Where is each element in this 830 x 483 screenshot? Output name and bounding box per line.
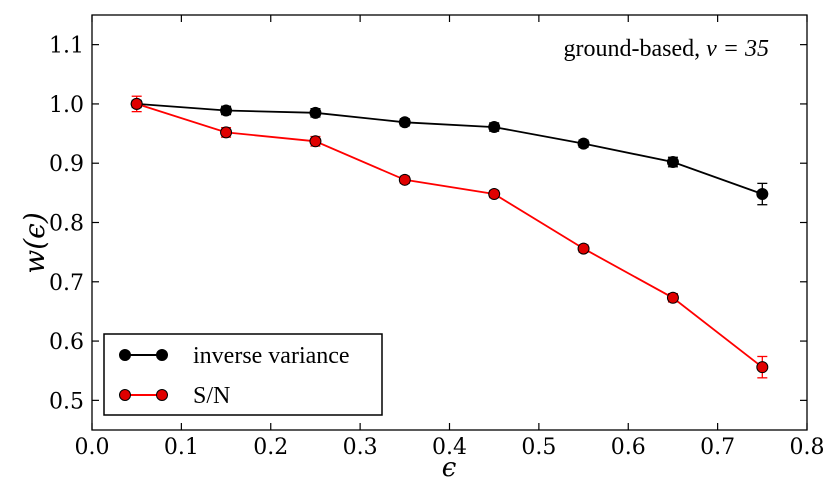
x-tick-label: 0.2 bbox=[253, 435, 288, 460]
series-layer bbox=[130, 95, 769, 379]
x-tick-label: 0.6 bbox=[611, 435, 646, 460]
x-tick-label: 0.3 bbox=[343, 435, 378, 460]
y-tick-label: 1.0 bbox=[49, 93, 84, 118]
series-inverse-variance bbox=[130, 97, 769, 206]
x-tick-label: 0.1 bbox=[164, 435, 199, 460]
legend-marker-inverse-variance-right bbox=[156, 349, 168, 361]
x-tick-label: 0.7 bbox=[700, 435, 735, 460]
series-line-inverse-variance bbox=[136, 103, 763, 195]
data-point-s-n bbox=[220, 126, 233, 139]
y-tick-label: 0.8 bbox=[49, 212, 84, 237]
legend: inverse variance S/N bbox=[103, 333, 383, 416]
data-point-s-n bbox=[309, 135, 322, 148]
data-point-s-n bbox=[577, 242, 590, 255]
y-tick-label: 1.1 bbox=[49, 34, 84, 59]
data-point-inverse-variance bbox=[220, 104, 233, 117]
legend-label-sn: S/N bbox=[193, 383, 230, 409]
series-s-n bbox=[130, 95, 769, 379]
annotation: ground-based, ν = 35 bbox=[564, 36, 770, 62]
x-tick-label: 0.8 bbox=[790, 435, 825, 460]
data-point-s-n bbox=[130, 97, 143, 110]
x-tick-label: 0.5 bbox=[521, 435, 556, 460]
legend-frame bbox=[103, 333, 383, 416]
annotation-math: ν = 35 bbox=[706, 36, 769, 62]
data-point-inverse-variance bbox=[666, 156, 679, 169]
y-tick-label: 0.6 bbox=[49, 330, 84, 355]
series-line-s-n bbox=[136, 103, 763, 368]
x-tick-label: 0.0 bbox=[75, 435, 110, 460]
axes: 0.0 0.1 0.2 0.3 0.4 0.5 0.6 0.7 0.8 0.5 0.6 0.7 0.8 0… bbox=[49, 14, 825, 460]
data-point-s-n bbox=[756, 361, 769, 374]
data-point-inverse-variance bbox=[488, 121, 501, 134]
x-axis-title: ϵ bbox=[442, 453, 457, 483]
legend-marker-inverse-variance-left bbox=[119, 349, 131, 361]
y-axis-title: w(ϵ) bbox=[18, 212, 51, 274]
data-point-s-n bbox=[398, 173, 411, 186]
y-tick-label: 0.9 bbox=[49, 152, 84, 177]
y-tick-label: 0.7 bbox=[49, 271, 84, 296]
x-tick-label: 0.4 bbox=[432, 435, 467, 460]
y-tick-label: 0.5 bbox=[49, 389, 84, 414]
data-point-inverse-variance bbox=[398, 116, 411, 129]
data-point-s-n bbox=[666, 291, 679, 304]
data-point-inverse-variance bbox=[756, 188, 769, 201]
legend-label-inverse-variance: inverse variance bbox=[193, 343, 350, 369]
annotation-prefix: ground-based, bbox=[564, 36, 707, 62]
data-point-inverse-variance bbox=[309, 106, 322, 119]
legend-marker-sn-right bbox=[156, 389, 168, 401]
data-point-inverse-variance bbox=[577, 137, 590, 150]
data-point-s-n bbox=[488, 188, 501, 201]
legend-marker-sn-left bbox=[119, 389, 131, 401]
